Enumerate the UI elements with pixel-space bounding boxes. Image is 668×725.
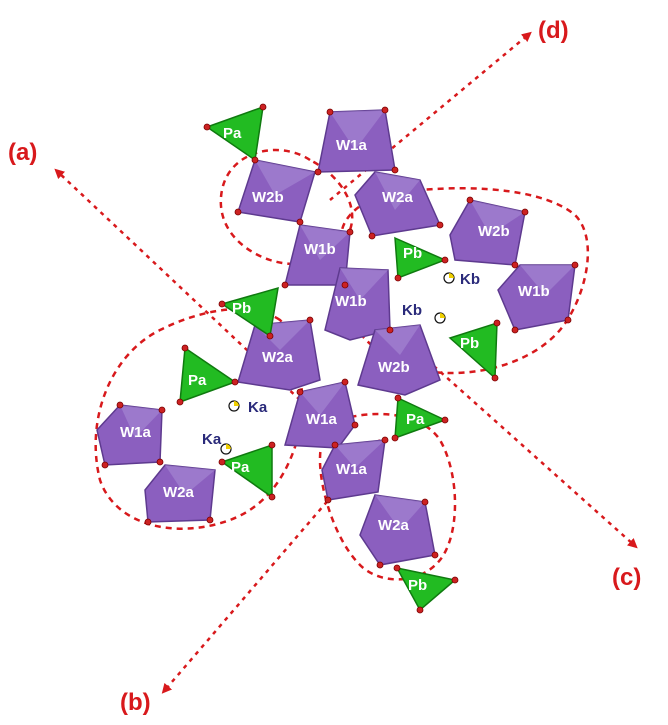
label-kb2: Kb xyxy=(402,302,422,319)
axis-arrow-c xyxy=(359,299,638,549)
tetrahedron-pb-right: Pb xyxy=(448,321,498,380)
label-pb-bottom: Pb xyxy=(408,577,427,594)
oxygen-atoms xyxy=(101,103,579,614)
label-w2a-mid: W2a xyxy=(262,349,294,366)
k-site-kb1: Kb xyxy=(443,271,480,288)
axis-label-b: (b) xyxy=(120,689,151,716)
axis-arrow-d xyxy=(329,31,532,201)
label-w2b-top: W2b xyxy=(252,189,284,206)
octahedron-w2a-mid: W2a xyxy=(237,319,321,391)
octahedron-w2b-center: W2b xyxy=(357,324,441,396)
label-pa-center: Pa xyxy=(406,411,425,428)
octahedron-w1b-mid: W1b xyxy=(284,224,351,286)
octahedron-w2a-top: W2a xyxy=(354,171,442,237)
tetrahedron-pa-left: Pa xyxy=(179,346,237,404)
tetrahedron-pb-upper: Pb xyxy=(394,236,447,280)
octahedron-w1b-center: W1b xyxy=(324,267,391,341)
label-w2a-lower: W2a xyxy=(378,517,410,534)
label-pb-mid: Pb xyxy=(232,300,251,317)
label-w1b-center: W1b xyxy=(335,293,367,310)
outline-left xyxy=(94,307,304,530)
outline-upper-left xyxy=(219,148,354,266)
octahedron-w1b-right: W1b xyxy=(497,264,576,331)
k-sites: Kb Kb Ka Ka xyxy=(202,271,480,455)
label-w1b-right: W1b xyxy=(518,283,550,300)
tetrahedron-pa-center: Pa xyxy=(394,396,447,440)
tetrahedron-pa-top: Pa xyxy=(205,105,264,162)
label-w1b-mid: W1b xyxy=(304,241,336,258)
octahedron-w2a-bottomleft: W2a xyxy=(144,464,216,523)
label-w2a-bottomleft: W2a xyxy=(163,484,195,501)
tetrahedron-pa-bottom: Pa xyxy=(220,443,273,499)
label-ka2: Ka xyxy=(202,431,222,448)
octahedron-w2b-right: W2b xyxy=(449,199,526,266)
label-w1a-top: W1a xyxy=(336,137,368,154)
octahedron-w1a-left: W1a xyxy=(96,404,163,466)
octahedron-w1a-top: W1a xyxy=(317,109,396,173)
label-pb-upper: Pb xyxy=(403,245,422,262)
label-w1a-lower: W1a xyxy=(336,461,368,478)
label-w2b-center: W2b xyxy=(378,359,410,376)
label-w1a-center: W1a xyxy=(306,411,338,428)
axis-label-a: (a) xyxy=(8,139,37,166)
label-ka1: Ka xyxy=(248,399,268,416)
tetrahedron-pb-bottom: Pb xyxy=(395,566,457,612)
tetrahedra-layer: Pa Pb Pb Pb Pa Pa Pa Pb xyxy=(179,105,498,612)
k-site-ka1: Ka xyxy=(228,399,268,416)
axis-label-c: (c) xyxy=(612,564,641,591)
label-kb1: Kb xyxy=(460,271,480,288)
label-w1a-left: W1a xyxy=(120,424,152,441)
label-pa-bottom: Pa xyxy=(231,459,250,476)
label-pa-left: Pa xyxy=(188,372,207,389)
tetrahedron-pb-mid: Pb xyxy=(220,286,279,338)
octahedron-w2b-top: W2b xyxy=(237,159,316,223)
octahedron-w2a-lower: W2a xyxy=(359,494,436,566)
axis-label-d: (d) xyxy=(538,17,569,44)
label-pb-right: Pb xyxy=(460,335,479,352)
k-site-kb2: Kb xyxy=(402,302,446,324)
octahedron-w1a-lower: W1a xyxy=(321,439,386,501)
label-pa-top: Pa xyxy=(223,125,242,142)
axis-labels: (a) (b) (c) (d) xyxy=(8,17,641,716)
octahedra-layer: W1a W2b W2a W1b W2b W1b xyxy=(96,109,576,566)
label-w2b-right: W2b xyxy=(478,223,510,240)
label-w2a-top: W2a xyxy=(382,189,414,206)
octahedron-w1a-center: W1a xyxy=(284,381,356,449)
k-site-ka2: Ka xyxy=(202,431,232,455)
